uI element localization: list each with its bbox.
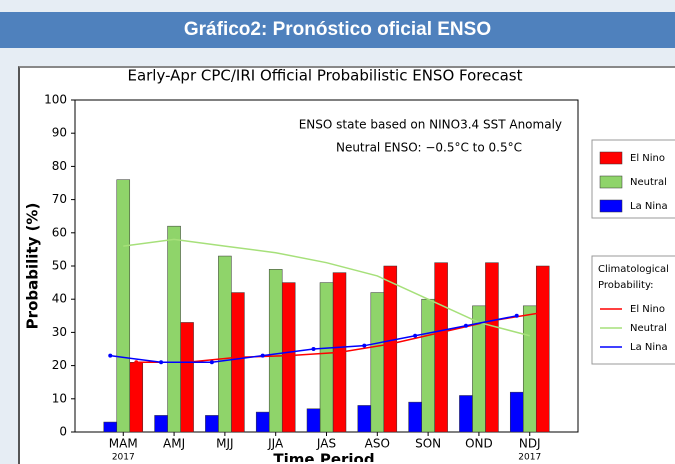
- header-title: Gráfico2: Pronóstico oficial ENSO: [0, 12, 675, 48]
- bar: [522, 305, 537, 433]
- y-tick-label: 10: [52, 391, 67, 405]
- bar: [408, 401, 422, 433]
- x-tick-label: OND: [465, 437, 493, 451]
- climatology-point: [311, 347, 316, 351]
- climatology-point: [159, 360, 164, 365]
- bar: [231, 292, 245, 433]
- y-tick-label: 80: [52, 159, 67, 173]
- climatology-point: [362, 343, 367, 348]
- bar: [472, 305, 486, 433]
- legend-title: Climatological Probability:: [598, 264, 669, 291]
- bar: [319, 282, 334, 433]
- legend-label: Neutral: [630, 177, 667, 188]
- x-tick-label: JJA: [267, 437, 284, 451]
- x-tick-label: AMJ: [163, 437, 185, 451]
- y-tick-label: 20: [52, 358, 67, 372]
- bar: [357, 405, 372, 433]
- bar: [421, 298, 435, 433]
- legend-label: Neutral: [630, 323, 667, 334]
- climatology-point: [209, 360, 214, 365]
- legend-label: El Nino: [630, 304, 665, 315]
- y-tick-label: 50: [52, 259, 67, 273]
- x-tick-label: NDJ: [519, 437, 541, 451]
- x-tick-label: SON: [415, 437, 441, 451]
- climatology-point: [463, 323, 468, 328]
- bar: [154, 415, 168, 433]
- y-axis-label: Probability (%): [24, 203, 42, 330]
- y-tick-label: 90: [52, 126, 67, 140]
- y-tick-label: 60: [52, 225, 67, 239]
- annotation: ENSO state based on NINO3.4 SST Anomaly: [299, 118, 562, 132]
- x-tick-sublabel: 2017: [112, 453, 135, 463]
- legend-label: La Nina: [630, 201, 668, 212]
- bar: [434, 262, 448, 433]
- bar: [268, 269, 283, 433]
- bar: [459, 395, 473, 433]
- bar: [370, 292, 385, 433]
- legend-swatch: [599, 151, 623, 165]
- climatology-point: [388, 342, 393, 347]
- bar: [205, 415, 219, 433]
- x-tick-sublabel: 2017: [518, 453, 541, 463]
- bar: [485, 262, 499, 433]
- annotation: Neutral ENSO: −0.5°C to 0.5°C: [336, 141, 522, 155]
- y-tick-label: 0: [59, 425, 67, 439]
- legend-swatch: [599, 199, 623, 213]
- legend-box: [591, 255, 675, 365]
- climatology-point: [337, 350, 342, 355]
- x-tick-label: MAM: [109, 437, 138, 451]
- chart-title: Early-Apr CPC/IRI Official Probabilistic…: [127, 67, 522, 85]
- bar: [509, 391, 524, 433]
- climatology-point: [540, 310, 545, 315]
- y-tick-label: 40: [52, 292, 67, 306]
- climatology-point: [108, 353, 113, 358]
- legend-label: La Nina: [630, 342, 668, 353]
- bar: [129, 362, 144, 433]
- bar: [180, 322, 194, 433]
- bar: [103, 421, 118, 433]
- bar: [116, 179, 131, 433]
- y-tick-label: 30: [52, 325, 67, 339]
- x-tick-label: MJJ: [216, 437, 233, 451]
- climatology-line: [123, 238, 530, 337]
- x-tick-label: ASO: [365, 437, 390, 451]
- climatology-point: [134, 360, 139, 365]
- climatology-point: [286, 353, 291, 358]
- bar: [535, 265, 550, 433]
- legend-label: El Nino: [630, 153, 665, 164]
- x-axis-label: Time Period: [273, 451, 374, 463]
- x-tick-label: JAS: [316, 437, 336, 451]
- bar: [383, 265, 398, 433]
- legend-swatch: [599, 175, 623, 189]
- climatology-point: [413, 333, 418, 338]
- y-tick-label: 100: [44, 93, 67, 107]
- climatology-point: [514, 313, 519, 318]
- bar: [167, 225, 181, 433]
- bar: [255, 411, 270, 433]
- climatology-point: [260, 353, 265, 358]
- bar: [306, 408, 321, 433]
- bar: [218, 255, 232, 433]
- y-tick-label: 70: [52, 192, 67, 206]
